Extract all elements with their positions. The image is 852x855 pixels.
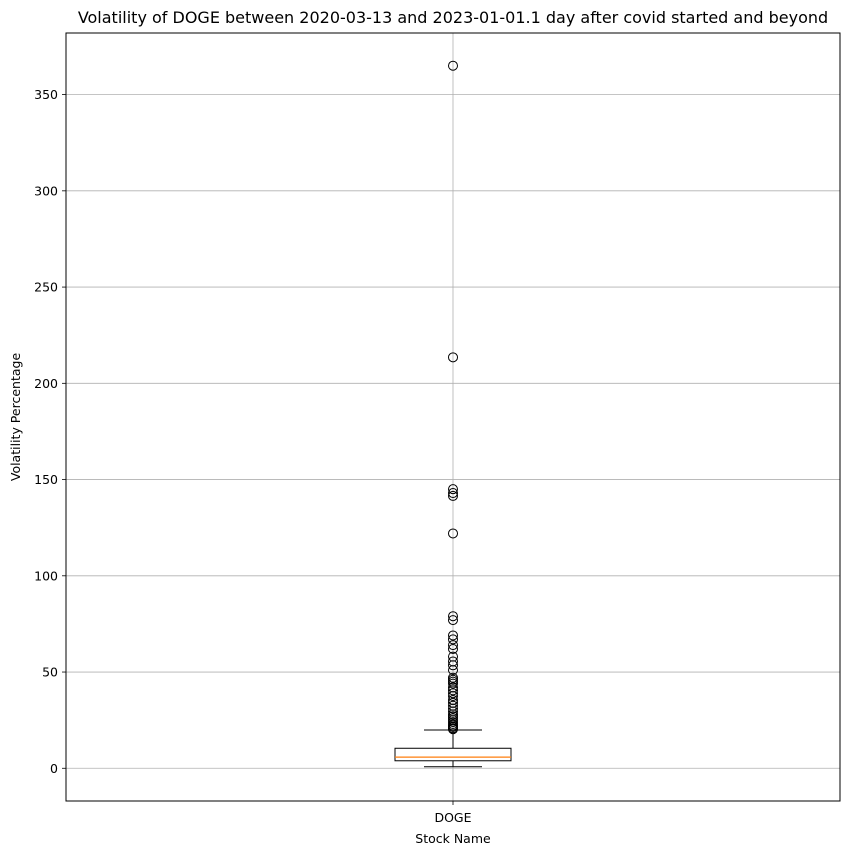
y-tick-label: 150 [34, 472, 58, 487]
outlier-point [448, 615, 458, 626]
y-tick-label: 200 [34, 376, 58, 391]
outlier-point [448, 490, 458, 501]
outlier-point [448, 678, 458, 689]
x-tick-label: DOGE [434, 810, 471, 825]
outlier-point [448, 640, 458, 651]
plot-frame [65, 32, 841, 802]
outlier-point [448, 630, 458, 641]
outlier-point [448, 528, 458, 539]
y-tick-label: 300 [34, 183, 58, 198]
y-axis-label: Volatility Percentage [8, 353, 23, 482]
outlier-point [448, 643, 458, 654]
chart-title: Volatility of DOGE between 2020-03-13 an… [78, 8, 828, 27]
outlier-point [448, 611, 458, 622]
outlier-point [448, 724, 458, 735]
outlier-points [448, 60, 458, 735]
box-series-doge [394, 729, 512, 768]
outlier-point [448, 691, 458, 702]
outlier-point [448, 484, 458, 495]
outlier-point [448, 665, 458, 676]
y-tick-label: 250 [34, 280, 58, 295]
grid-lines [66, 33, 840, 801]
y-tick-label: 100 [34, 568, 58, 583]
outlier-point [448, 660, 458, 671]
y-tick-label: 0 [50, 761, 58, 776]
y-tick-label: 350 [34, 87, 58, 102]
y-tick-label: 50 [42, 665, 58, 680]
outlier-point [448, 60, 458, 71]
x-axis-ticks: DOGE [434, 801, 472, 825]
y-axis-ticks: 0 50 100 150 200 250 300 350 [34, 87, 66, 776]
outlier-point [448, 685, 458, 696]
outlier-point [448, 352, 458, 363]
iqr-box [394, 747, 512, 762]
x-axis-label: Stock Name [415, 831, 491, 846]
outlier-point [448, 688, 458, 699]
outlier-point [448, 634, 458, 645]
outlier-point [448, 488, 458, 499]
outlier-point [448, 703, 458, 714]
